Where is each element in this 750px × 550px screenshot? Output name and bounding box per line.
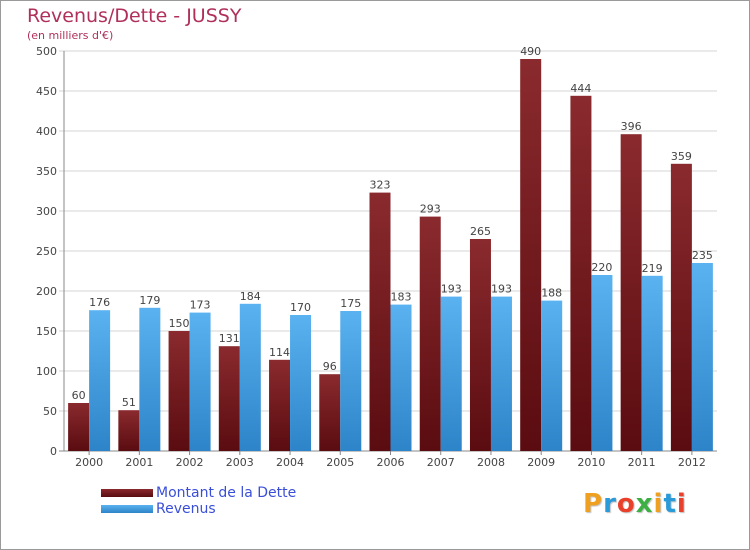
y-tick-label: 250 xyxy=(36,245,57,258)
bar-debt xyxy=(369,192,391,451)
bar-debt xyxy=(520,59,542,451)
y-tick-label: 0 xyxy=(50,445,57,458)
data-label: 188 xyxy=(541,287,562,300)
y-tick-label: 150 xyxy=(36,325,57,338)
bar-debt xyxy=(168,331,190,451)
legend-swatch-debt xyxy=(101,489,153,497)
bar-debt xyxy=(269,359,291,451)
data-label: 184 xyxy=(240,290,261,303)
data-label: 220 xyxy=(591,261,612,274)
bar-debt xyxy=(218,346,240,451)
chart-subtitle: (en milliers d'€) xyxy=(27,29,114,42)
bar-revenue xyxy=(591,275,613,451)
x-tick-label: 2002 xyxy=(176,456,204,469)
x-tick-label: 2008 xyxy=(477,456,505,469)
legend-label-revenue: Revenus xyxy=(156,501,216,517)
y-tick-label: 50 xyxy=(43,405,57,418)
data-label: 150 xyxy=(169,317,190,330)
chart-title: Revenus/Dette - JUSSY xyxy=(27,5,242,27)
bar-debt xyxy=(570,95,592,452)
data-label: 265 xyxy=(470,225,491,238)
bar-debt xyxy=(118,410,140,451)
data-label: 114 xyxy=(269,346,290,359)
x-tick-label: 2007 xyxy=(427,456,455,469)
y-tick-label: 500 xyxy=(36,45,57,58)
bar-debt xyxy=(469,239,491,451)
data-label: 176 xyxy=(89,296,110,309)
data-label: 175 xyxy=(340,297,361,310)
y-tick-label: 400 xyxy=(36,125,57,138)
data-label: 235 xyxy=(692,249,713,262)
data-label: 96 xyxy=(323,360,337,373)
x-tick-label: 2003 xyxy=(226,456,254,469)
bar-debt xyxy=(68,403,90,451)
data-label: 323 xyxy=(370,179,391,192)
bar-revenue xyxy=(490,296,512,451)
data-label: 490 xyxy=(520,45,541,58)
y-tick-label: 450 xyxy=(36,85,57,98)
bar-debt xyxy=(419,216,441,451)
data-label: 51 xyxy=(122,396,136,409)
x-tick-label: 2011 xyxy=(628,456,656,469)
x-tick-label: 2012 xyxy=(678,456,706,469)
data-label: 170 xyxy=(290,301,311,314)
bar-revenue xyxy=(691,263,713,451)
bar-revenue xyxy=(139,307,161,451)
data-label: 293 xyxy=(420,203,441,216)
data-label: 219 xyxy=(642,262,663,275)
bar-revenue xyxy=(290,315,312,451)
bar-revenue xyxy=(641,275,663,451)
bar-debt xyxy=(319,374,341,451)
y-tick-label: 200 xyxy=(36,285,57,298)
data-label: 193 xyxy=(491,283,512,296)
x-tick-label: 2005 xyxy=(326,456,354,469)
bar-debt xyxy=(670,163,692,452)
data-label: 60 xyxy=(72,389,86,402)
legend-label-debt: Montant de la Dette xyxy=(156,485,297,501)
y-tick-label: 100 xyxy=(36,365,57,378)
x-tick-label: 2006 xyxy=(377,456,405,469)
legend-swatch-revenue xyxy=(101,505,153,513)
x-tick-label: 2000 xyxy=(75,456,103,469)
data-label: 131 xyxy=(219,332,240,345)
data-label: 359 xyxy=(671,150,692,163)
bar-debt xyxy=(620,134,642,451)
bar-revenue xyxy=(440,296,462,451)
bar-revenue xyxy=(340,311,362,451)
data-label: 396 xyxy=(621,120,642,133)
data-label: 444 xyxy=(570,82,591,95)
data-label: 179 xyxy=(139,294,160,307)
bar-revenue xyxy=(89,310,111,451)
bar-revenue xyxy=(390,304,412,451)
y-tick-label: 350 xyxy=(36,165,57,178)
bar-revenue xyxy=(239,303,261,451)
x-tick-label: 2001 xyxy=(125,456,153,469)
x-tick-label: 2010 xyxy=(577,456,605,469)
x-tick-label: 2004 xyxy=(276,456,304,469)
data-label: 183 xyxy=(391,291,412,304)
bar-revenue xyxy=(541,300,563,451)
y-tick-label: 300 xyxy=(36,205,57,218)
bar-revenue xyxy=(189,312,211,451)
x-tick-label: 2009 xyxy=(527,456,555,469)
data-label: 193 xyxy=(441,283,462,296)
proxiti-logo: Proxiti xyxy=(583,489,687,519)
data-label: 173 xyxy=(190,299,211,312)
